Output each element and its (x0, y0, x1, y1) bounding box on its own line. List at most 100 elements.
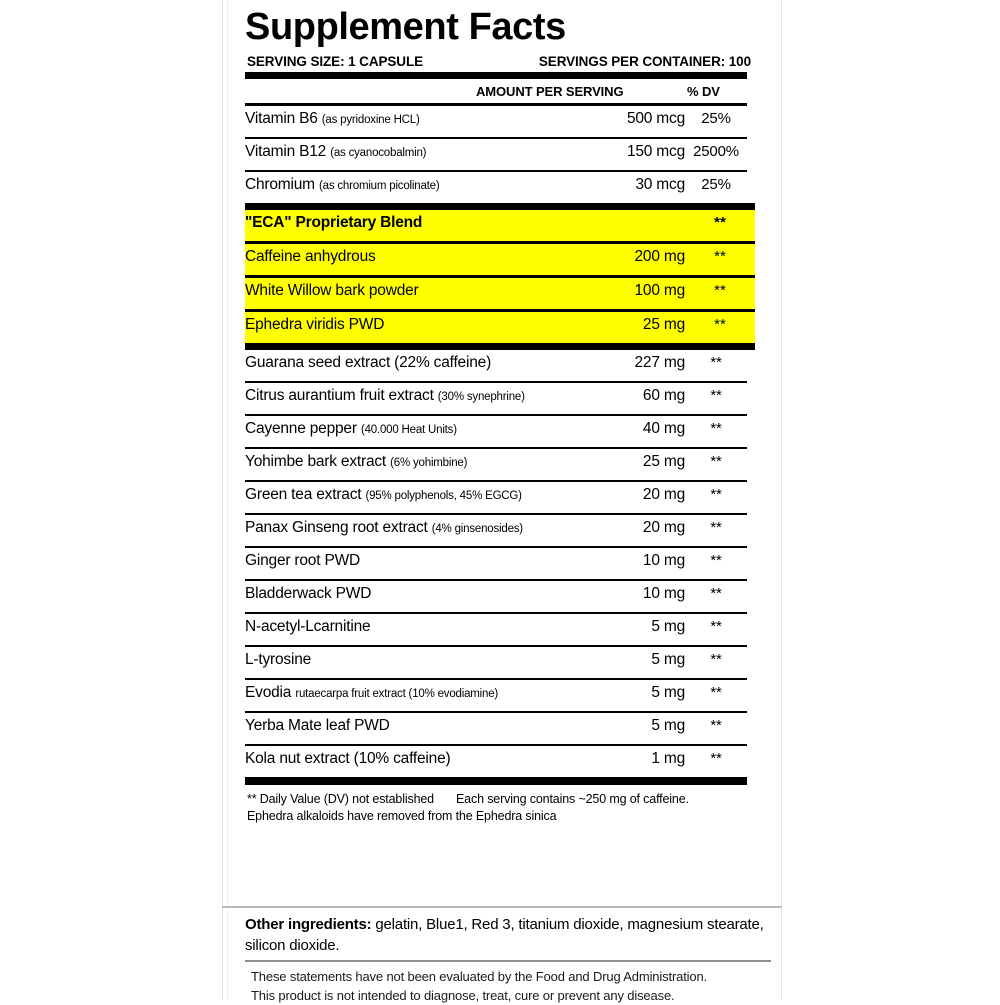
ingredient-dv: ** (710, 684, 722, 701)
ingredient-dv: ** (710, 387, 722, 404)
table-row-highlighted: White Willow bark powder 100 mg ** (245, 278, 755, 309)
row-rule (245, 381, 747, 383)
ingredient-amount: 30 mcg (635, 176, 685, 193)
ingredient-name: Citrus aurantium fruit extract (30% syne… (245, 387, 525, 404)
serving-size-text: SERVING SIZE: 1 CAPSULE (247, 54, 423, 69)
ingredient-name: Green tea extract (95% polyphenols, 45% … (245, 486, 522, 503)
table-row: Panax Ginseng root extract (4% ginsenosi… (245, 515, 747, 546)
disclaimer-line-1: These statements have not been evaluated… (251, 969, 708, 984)
ingredient-name: Bladderwack PWD (245, 585, 372, 602)
row-rule (245, 546, 747, 548)
panel-left-border-inner (227, 0, 228, 1000)
panel-left-border (222, 0, 223, 1000)
table-row: Kola nut extract (10% caffeine) 1 mg ** (245, 746, 747, 777)
ingredient-dv: ** (714, 316, 726, 333)
ingredient-name: N-acetyl-Lcarnitine (245, 618, 371, 635)
fda-disclaimer: These statements have not been evaluated… (231, 962, 779, 1005)
section-divider (222, 906, 782, 908)
ingredient-amount: 20 mg (642, 519, 685, 536)
amount-per-serving-header: AMOUNT PER SERVING (476, 84, 624, 99)
disclaimer-line-2: This product is not intended to diagnose… (251, 988, 675, 1003)
ingredient-name: Vitamin B6 (as pyridoxine HCL) (245, 110, 420, 127)
ingredient-name: White Willow bark powder (245, 282, 419, 299)
table-row: Vitamin B6 (as pyridoxine HCL) 500 mcg 2… (245, 106, 747, 137)
footnote-ephedra-text: Ephedra alkaloids have removed from the … (247, 808, 557, 823)
table-row: Evodia rutaecarpa fruit extract (10% evo… (245, 680, 747, 711)
row-rule (245, 241, 755, 244)
ingredient-dv: ** (710, 618, 722, 635)
ingredient-amount: 5 mg (651, 618, 685, 635)
ingredient-dv: ** (714, 248, 726, 265)
row-rule (245, 309, 755, 312)
other-ingredients-list: gelatin, Blue1, Red 3, titanium dioxide,… (245, 916, 764, 954)
ingredient-name: L-tyrosine (245, 651, 312, 668)
ingredient-name: Ephedra viridis PWD (245, 316, 385, 333)
row-rule (245, 275, 755, 278)
ingredient-amount: 25 mg (642, 316, 685, 333)
row-rule (245, 137, 747, 139)
table-row-highlighted: Ephedra viridis PWD 25 mg ** (245, 312, 755, 343)
ingredient-dv: ** (710, 552, 722, 569)
ingredient-rows: Vitamin B6 (as pyridoxine HCL) 500 mcg 2… (231, 106, 759, 785)
ingredient-name: Guarana seed extract (22% caffeine) (245, 354, 492, 371)
ingredient-amount: 1 mg (651, 750, 685, 767)
rule-above-disclaimer (245, 960, 771, 962)
table-row-highlighted: Caffeine anhydrous 200 mg ** (245, 244, 755, 275)
ingredient-dv: ** (710, 651, 722, 668)
ingredient-amount: 5 mg (651, 684, 685, 701)
table-row: N-acetyl-Lcarnitine 5 mg ** (245, 614, 747, 645)
row-rule (245, 612, 747, 614)
table-row-highlighted: "ECA" Proprietary Blend ** (245, 210, 755, 241)
facts-panel: Supplement Facts SERVING SIZE: 1 CAPSULE… (231, 0, 759, 828)
ingredient-amount: 100 mg (634, 282, 686, 299)
ingredient-dv: ** (710, 519, 722, 536)
ingredient-name: Ginger root PWD (245, 552, 361, 569)
ingredient-amount: 5 mg (651, 651, 685, 668)
table-row: Cayenne pepper (40.000 Heat Units) 40 mg… (245, 416, 747, 447)
footnotes: ** Daily Value (DV) not established Each … (231, 785, 759, 828)
ingredient-amount: 25 mg (642, 453, 685, 470)
table-row: Vitamin B12 (as cyanocobalmin) 150 mcg 2… (245, 139, 747, 170)
row-rule (245, 744, 747, 746)
table-row: Chromium (as chromium picolinate) 30 mcg… (245, 172, 747, 203)
ingredient-amount: 10 mg (642, 585, 685, 602)
footnote-caffeine-text: Each serving contains ~250 mg of caffein… (455, 792, 689, 806)
row-rule (245, 170, 747, 172)
other-ingredients-label: Other ingredients: (245, 916, 372, 933)
ingredient-name: Caffeine anhydrous (245, 248, 376, 265)
row-rule (245, 414, 747, 416)
ingredient-amount: 227 mg (634, 354, 686, 371)
ingredient-name: Vitamin B12 (as cyanocobalmin) (245, 143, 427, 160)
ingredient-name: Panax Ginseng root extract (4% ginsenosi… (245, 519, 523, 536)
ingredient-dv: ** (710, 750, 722, 767)
other-ingredients-block: Other ingredients: gelatin, Blue1, Red 3… (231, 908, 779, 1005)
row-rule (245, 513, 747, 515)
ingredient-dv: ** (710, 717, 722, 734)
row-rule (245, 645, 747, 647)
rule-below-blend (245, 343, 755, 350)
rule-above-blend (245, 203, 755, 210)
table-row: Bladderwack PWD 10 mg ** (245, 581, 747, 612)
row-rule (245, 447, 747, 449)
ingredient-name: Chromium (as chromium picolinate) (245, 176, 440, 193)
ingredient-dv: ** (710, 585, 722, 602)
rule-below-table (245, 777, 747, 785)
table-row: Yerba Mate leaf PWD 5 mg ** (245, 713, 747, 744)
ingredient-name: Evodia rutaecarpa fruit extract (10% evo… (245, 684, 499, 701)
ingredient-dv: 2500% (693, 143, 739, 160)
table-row: Guarana seed extract (22% caffeine) 227 … (245, 350, 747, 381)
row-rule (245, 711, 747, 713)
rule-under-serving-info (245, 72, 747, 79)
serving-info-row: SERVING SIZE: 1 CAPSULE SERVINGS PER CON… (231, 50, 759, 72)
row-rule (245, 678, 747, 680)
row-rule (245, 579, 747, 581)
ingredient-name: Yohimbe bark extract (6% yohimbine) (245, 453, 468, 470)
table-row: Yohimbe bark extract (6% yohimbine) 25 m… (245, 449, 747, 480)
table-row: Green tea extract (95% polyphenols, 45% … (245, 482, 747, 513)
blend-name: "ECA" Proprietary Blend (245, 214, 423, 231)
ingredient-name: Yerba Mate leaf PWD (245, 717, 390, 734)
ingredient-amount: 60 mg (642, 387, 685, 404)
ingredient-dv: 25% (701, 176, 731, 193)
footnote-dv-text: ** Daily Value (DV) not established (247, 792, 434, 806)
